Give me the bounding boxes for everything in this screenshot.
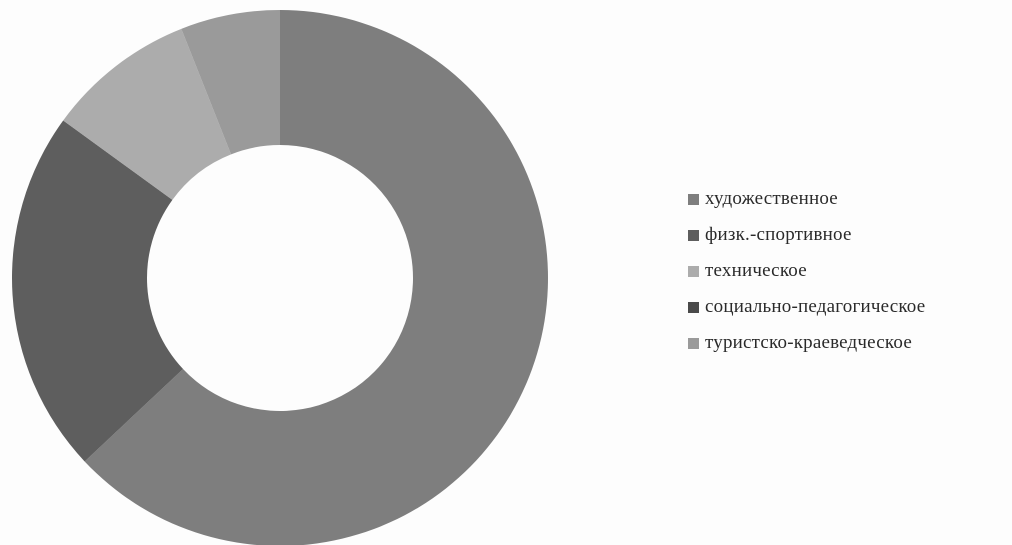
donut-plot: [11, 10, 548, 545]
legend-swatch-3: [688, 302, 699, 313]
legend-item-2: техническое: [688, 261, 925, 297]
legend-label-4: туристско-краеведческое: [705, 332, 912, 353]
donut-slice-0: [84, 10, 548, 545]
legend-label-1: физк.-спортивное: [705, 224, 852, 245]
legend-swatch-0: [688, 194, 699, 205]
legend-swatch-4: [688, 338, 699, 349]
donut-slice-2: [63, 28, 232, 200]
legend-label-0: художественное: [705, 188, 838, 209]
legend-label-2: техническое: [705, 260, 807, 281]
legend-item-4: туристско-краеведческое: [688, 333, 925, 369]
legend-item-3: социально-педагогическое: [688, 297, 925, 333]
chart-legend: художественное физк.-спортивное техническо…: [688, 189, 925, 369]
donut-slice-1: [11, 120, 184, 462]
legend-item-1: физк.-спортивное: [688, 225, 925, 261]
donut-slice-4: [181, 10, 280, 155]
legend-swatch-1: [688, 230, 699, 241]
legend-label-3: социально-педагогическое: [705, 296, 926, 317]
legend-item-0: художественное: [688, 189, 925, 225]
legend-swatch-2: [688, 266, 699, 277]
